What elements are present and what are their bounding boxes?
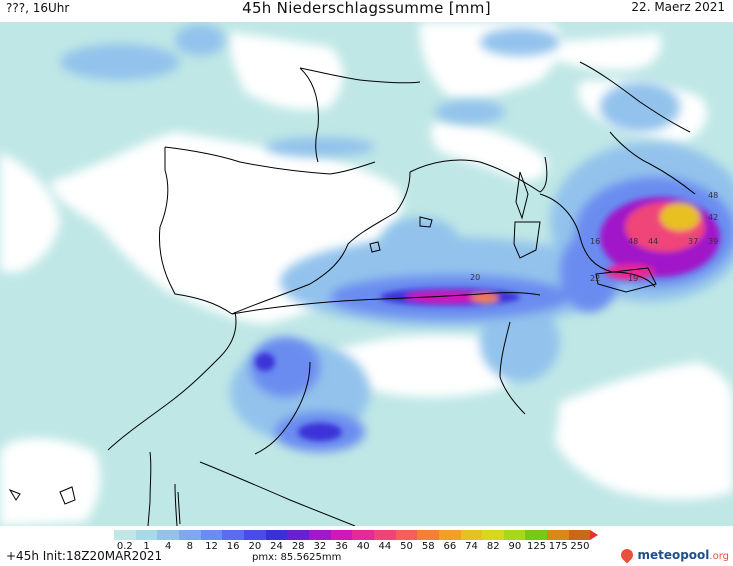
coastlines-and-borders xyxy=(8,61,696,526)
value-label: 37 xyxy=(688,237,698,246)
legend-label: 74 xyxy=(465,541,478,552)
legend-label: 28 xyxy=(291,541,305,552)
value-label: 22 xyxy=(590,274,600,283)
legend-swatch xyxy=(222,530,244,540)
legend-swatch xyxy=(568,530,591,540)
legend-label: 58 xyxy=(421,541,435,552)
legend-label: 1 xyxy=(143,541,150,552)
value-label: 19 xyxy=(628,274,638,283)
pmx-label: pmx: 85.5625mm xyxy=(252,552,342,563)
legend-swatch xyxy=(352,530,374,540)
legend-label: 175 xyxy=(548,541,568,552)
legend-swatch xyxy=(547,530,569,540)
legend-swatch xyxy=(200,530,223,540)
legend-swatch xyxy=(482,530,504,540)
legend-swatch xyxy=(417,530,439,540)
heavy-precipitation xyxy=(255,197,720,441)
legend-swatch xyxy=(114,530,136,540)
legend-swatch xyxy=(373,530,396,540)
map-date: 22. Maerz 2021 xyxy=(631,0,725,14)
legend-label: 250 xyxy=(570,541,590,552)
legend-label: 4 xyxy=(164,541,172,552)
precipitation-legend: 0.2 1 4 8 12 16 20 24 28 32 36 40 44 50 58 66 74 82 90 125 1… xyxy=(114,530,599,552)
meteopool-logo[interactable]: meteopool.org xyxy=(618,546,729,564)
legend-label: 66 xyxy=(443,541,457,552)
legend-label: 24 xyxy=(270,541,283,552)
legend-swatch xyxy=(243,530,266,540)
legend-label: 32 xyxy=(313,541,327,552)
value-label: 44 xyxy=(648,237,658,246)
legend-swatch xyxy=(157,530,179,540)
legend-arrow xyxy=(590,530,599,540)
value-label: 20 xyxy=(470,273,480,282)
region-time-label: ???, 16Uhr xyxy=(6,1,70,15)
legend-label: 20 xyxy=(248,541,262,552)
legend-label: 40 xyxy=(356,541,370,552)
legend-label: 8 xyxy=(186,541,194,552)
legend-swatch xyxy=(135,530,158,540)
value-label: 48 xyxy=(708,191,718,200)
run-init-label: +45h Init:18Z20MAR2021 xyxy=(6,549,163,563)
logo-name: meteopool xyxy=(637,548,710,562)
map-title: 45h Niederschlagssumme [mm] xyxy=(242,0,491,17)
legend-labels: 0.2 1 4 8 12 16 20 24 28 32 36 40 44 50 58 66 74 82 90 125 1… xyxy=(114,540,591,552)
legend-swatch xyxy=(503,530,526,540)
point-values: 20 16 48 44 37 39 22 19 48 42 xyxy=(470,191,718,283)
map-header: ???, 16Uhr 45h Niederschlagssumme [mm] 2… xyxy=(0,0,733,22)
map-canvas: 20 16 48 44 37 39 22 19 48 42 xyxy=(0,22,733,526)
legend-label: 82 xyxy=(486,541,500,552)
legend-label: 125 xyxy=(527,541,547,552)
logo-drop-icon xyxy=(618,546,636,564)
legend-label: 90 xyxy=(508,541,522,552)
legend-swatch xyxy=(525,530,548,540)
legend-label: 12 xyxy=(205,541,218,552)
precipitation-map: 20 16 48 44 37 39 22 19 48 42 xyxy=(0,22,733,526)
value-label: 39 xyxy=(708,237,718,246)
legend-swatch xyxy=(330,530,353,540)
legend-label: 36 xyxy=(335,541,348,552)
legend-color-bar xyxy=(114,530,591,540)
legend-swatch xyxy=(308,530,331,540)
legend-swatch xyxy=(265,530,288,540)
legend-swatch xyxy=(287,530,309,540)
legend-label: 44 xyxy=(378,541,392,552)
legend-swatch xyxy=(395,530,418,540)
logo-text: meteopool.org xyxy=(637,548,729,562)
legend-swatch xyxy=(178,530,201,540)
legend-label: 16 xyxy=(226,541,240,552)
value-label: 48 xyxy=(628,237,638,246)
legend-label: 0.2 xyxy=(116,541,133,552)
value-label: 16 xyxy=(590,237,600,246)
legend-swatch xyxy=(460,530,483,540)
logo-suffix: .org xyxy=(709,551,729,562)
legend-swatch xyxy=(438,530,461,540)
legend-label: 50 xyxy=(400,541,413,552)
value-label: 42 xyxy=(708,213,718,222)
